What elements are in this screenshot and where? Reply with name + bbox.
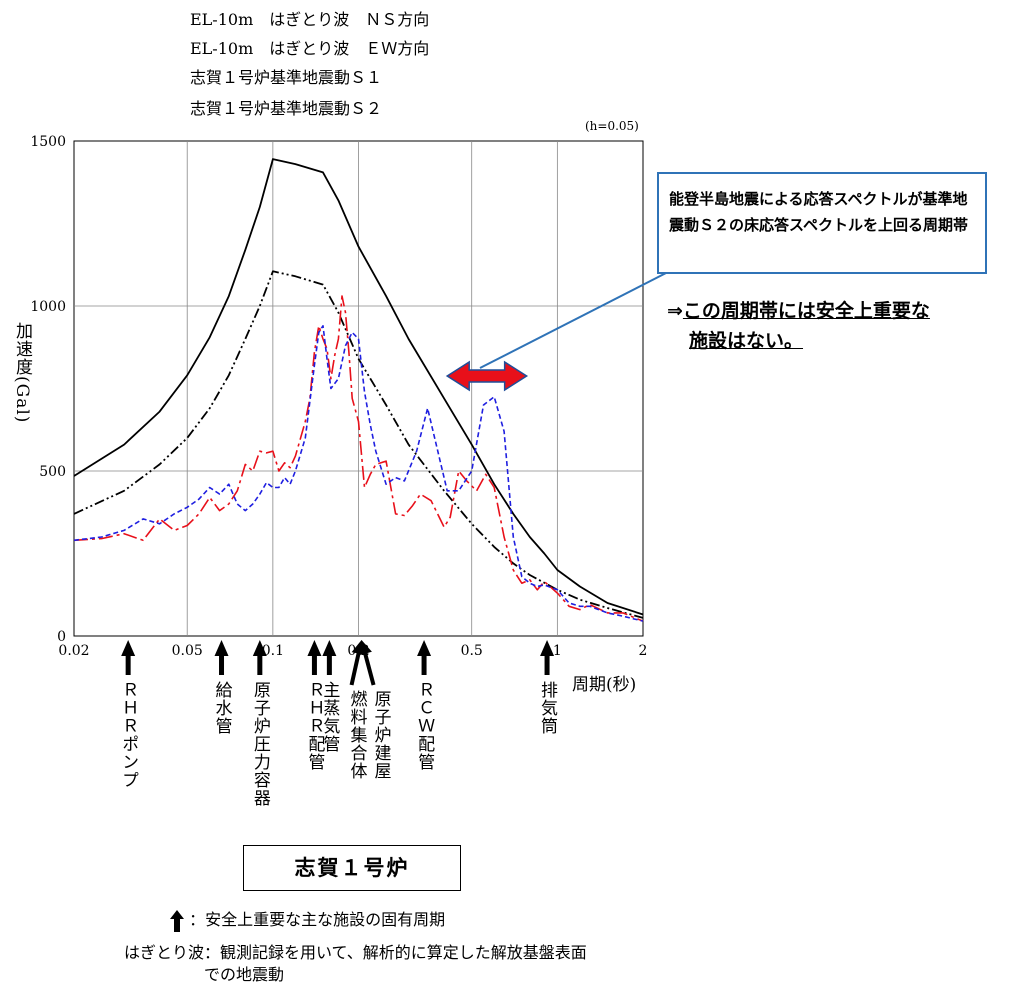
legend-label-ew: EL-10m はぎとり波 ＥＷ方向 [190, 39, 430, 58]
facility-arrow [121, 640, 136, 675]
up-arrow-icon [322, 640, 337, 675]
up-arrow-icon [417, 640, 432, 675]
facility-arrow [358, 640, 376, 686]
conclusion-line2: 施設はない。 [689, 330, 804, 352]
y-tick-label: 0 [57, 629, 66, 645]
legend-label-s2: 志賀１号炉基準地震動Ｓ２ [190, 99, 383, 118]
series-line-2 [73, 295, 644, 622]
x-axis-label: 周期(秒) [572, 675, 637, 695]
annotations [445, 271, 669, 392]
period-band-double-arrow [445, 360, 529, 392]
legend-item-ns: EL-10m はぎとり波 ＮＳ方向 [88, 6, 429, 30]
series-line-3 [73, 325, 644, 622]
up-arrow-icon [121, 640, 136, 675]
up-arrow-icon [170, 909, 184, 932]
facility-label: ＲＣＷ配管 [414, 681, 435, 771]
up-arrow-icon [307, 640, 322, 675]
callout-text: 能登半島地震による応答スペクトルが基準地震動Ｓ２の床応答スペクトルを上回る周期帯 [669, 190, 968, 234]
y-axis-label: 加速度(Gal) [12, 322, 32, 424]
callout-connector [479, 271, 669, 369]
facility-label: 排気筒 [537, 681, 558, 735]
facility-arrow [214, 640, 229, 675]
footnote-term: はぎとり波： [124, 943, 221, 962]
unit-label: 志賀１号炉 [294, 856, 410, 880]
facility-arrow [252, 640, 267, 675]
legend-item-s2: 志賀１号炉基準地震動Ｓ２ [88, 95, 382, 119]
facility-label: 給水管 [211, 681, 232, 735]
legend-label-ns: EL-10m はぎとり波 ＮＳ方向 [190, 10, 430, 29]
x-tick-label: 0.05 [172, 643, 203, 659]
y-tick-label: 1000 [30, 299, 66, 315]
legend-label-s1: 志賀１号炉基準地震動Ｓ１ [190, 68, 383, 87]
x-tick-label: 0.5 [461, 643, 483, 659]
callout-box: 能登半島地震による応答スペクトルが基準地震動Ｓ２の床応答スペクトルを上回る周期帯 [657, 172, 987, 274]
legend-item-ew: EL-10m はぎとり波 ＥＷ方向 [88, 35, 429, 59]
footnote-line2: での地震動 [204, 965, 285, 984]
conclusion: ⇒この周期帯には安全上重要な 施設はない。 [667, 296, 930, 356]
y-tick-label: 1500 [30, 134, 66, 150]
y-tick-labels: 0 500 1000 1500 [30, 134, 66, 645]
facility-arrow [417, 640, 432, 675]
up-arrow-icon [214, 640, 229, 675]
up-arrow-icon [540, 640, 555, 675]
conclusion-prefix: ⇒ [667, 300, 683, 322]
facility-arrows [121, 640, 555, 686]
facility-arrow [540, 640, 555, 675]
footnote-line1: 観測記録を用いて、解析的に算定した解放基盤表面 [220, 943, 587, 962]
x-tick-label: 1 [553, 643, 562, 659]
series-lines [73, 158, 644, 622]
facility-label: ＲＨＲポンプ [118, 681, 139, 789]
footnote-definition: はぎとり波：観測記録を用いて、解析的に算定した解放基盤表面 での地震動 [124, 942, 587, 986]
facility-label: 主蒸気管 [319, 681, 340, 753]
facility-arrow [307, 640, 322, 675]
footnote-arrow: ：安全上重要な主な施設の固有周期 [170, 906, 445, 932]
damping-note: (h=0.05) [585, 119, 639, 133]
unit-label-box: 志賀１号炉 [243, 845, 461, 891]
footnote-arrow-text: ：安全上重要な主な施設の固有周期 [189, 910, 446, 929]
facility-label: 原子炉圧力容器 [249, 681, 270, 807]
up-arrow-icon [358, 640, 372, 656]
x-tick-label: 2 [639, 643, 648, 659]
legend-item-s1: 志賀１号炉基準地震動Ｓ１ [88, 64, 382, 88]
grid [73, 140, 644, 637]
up-arrow-icon [252, 640, 267, 675]
series-line-1 [73, 270, 644, 619]
conclusion-line1: この周期帯には安全上重要な [682, 300, 930, 322]
series-line-0 [73, 158, 644, 616]
x-tick-label: 0.1 [262, 643, 284, 659]
x-tick-label: 0.02 [58, 643, 89, 659]
y-tick-label: 500 [39, 464, 66, 480]
facility-arrow [322, 640, 337, 675]
facility-label: 原子炉建屋 [370, 690, 391, 780]
facility-label: 燃料集合体 [346, 690, 367, 780]
facility-label: ＲＨＲ配管 [304, 681, 325, 771]
